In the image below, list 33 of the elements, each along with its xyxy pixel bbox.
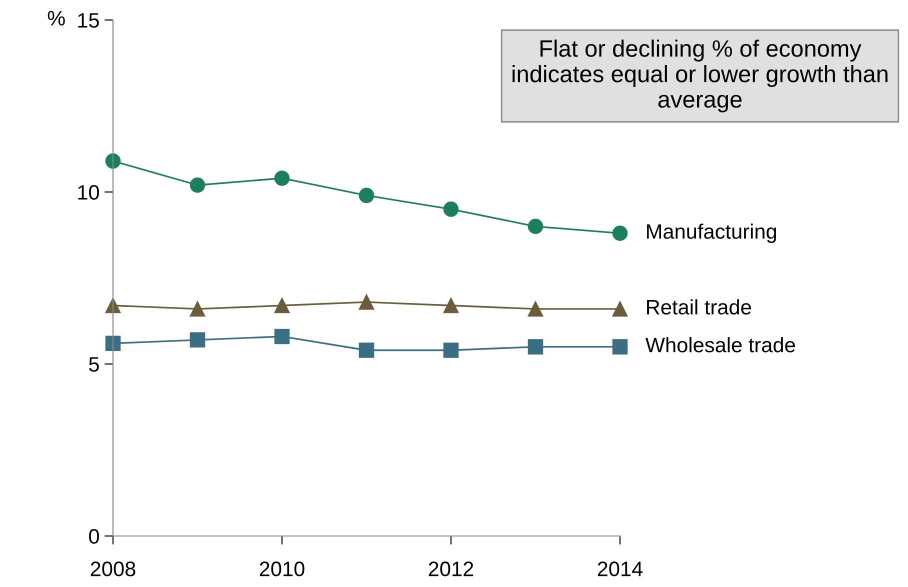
- x-tick-label: 2012: [428, 562, 474, 576]
- point: [105, 153, 121, 169]
- series-label: Wholesale trade: [645, 337, 795, 352]
- point: [612, 226, 628, 241]
- x-tick-label: 2008: [90, 562, 136, 576]
- point: [274, 170, 290, 186]
- point: [190, 301, 206, 317]
- point: [358, 294, 374, 310]
- x-tick-label: 2014: [598, 562, 643, 576]
- y-axis-title: %: [48, 10, 65, 26]
- point: [443, 342, 459, 358]
- point: [528, 339, 544, 354]
- annotation: Flat or declining % of economy indicates equal or lower growth than average: [512, 40, 888, 112]
- point: [528, 218, 544, 234]
- point: [612, 301, 628, 317]
- point: [612, 339, 628, 354]
- y-tick-label: 0: [89, 529, 99, 544]
- point: [190, 177, 206, 193]
- point: [274, 298, 290, 314]
- point: [443, 298, 459, 314]
- series-label: Manufacturing: [647, 224, 776, 243]
- point: [190, 332, 206, 348]
- point: [358, 188, 374, 204]
- point: [358, 342, 374, 358]
- point: [274, 328, 290, 344]
- x-tick-label: 2010: [260, 562, 304, 576]
- y-tick-label: 15: [78, 13, 99, 28]
- y-tick-label: 5: [89, 357, 99, 372]
- point: [528, 301, 544, 317]
- y-tick-label: 10: [78, 185, 99, 200]
- point: [443, 202, 459, 217]
- series-label: Retail trade: [647, 299, 751, 315]
- point: [105, 336, 121, 351]
